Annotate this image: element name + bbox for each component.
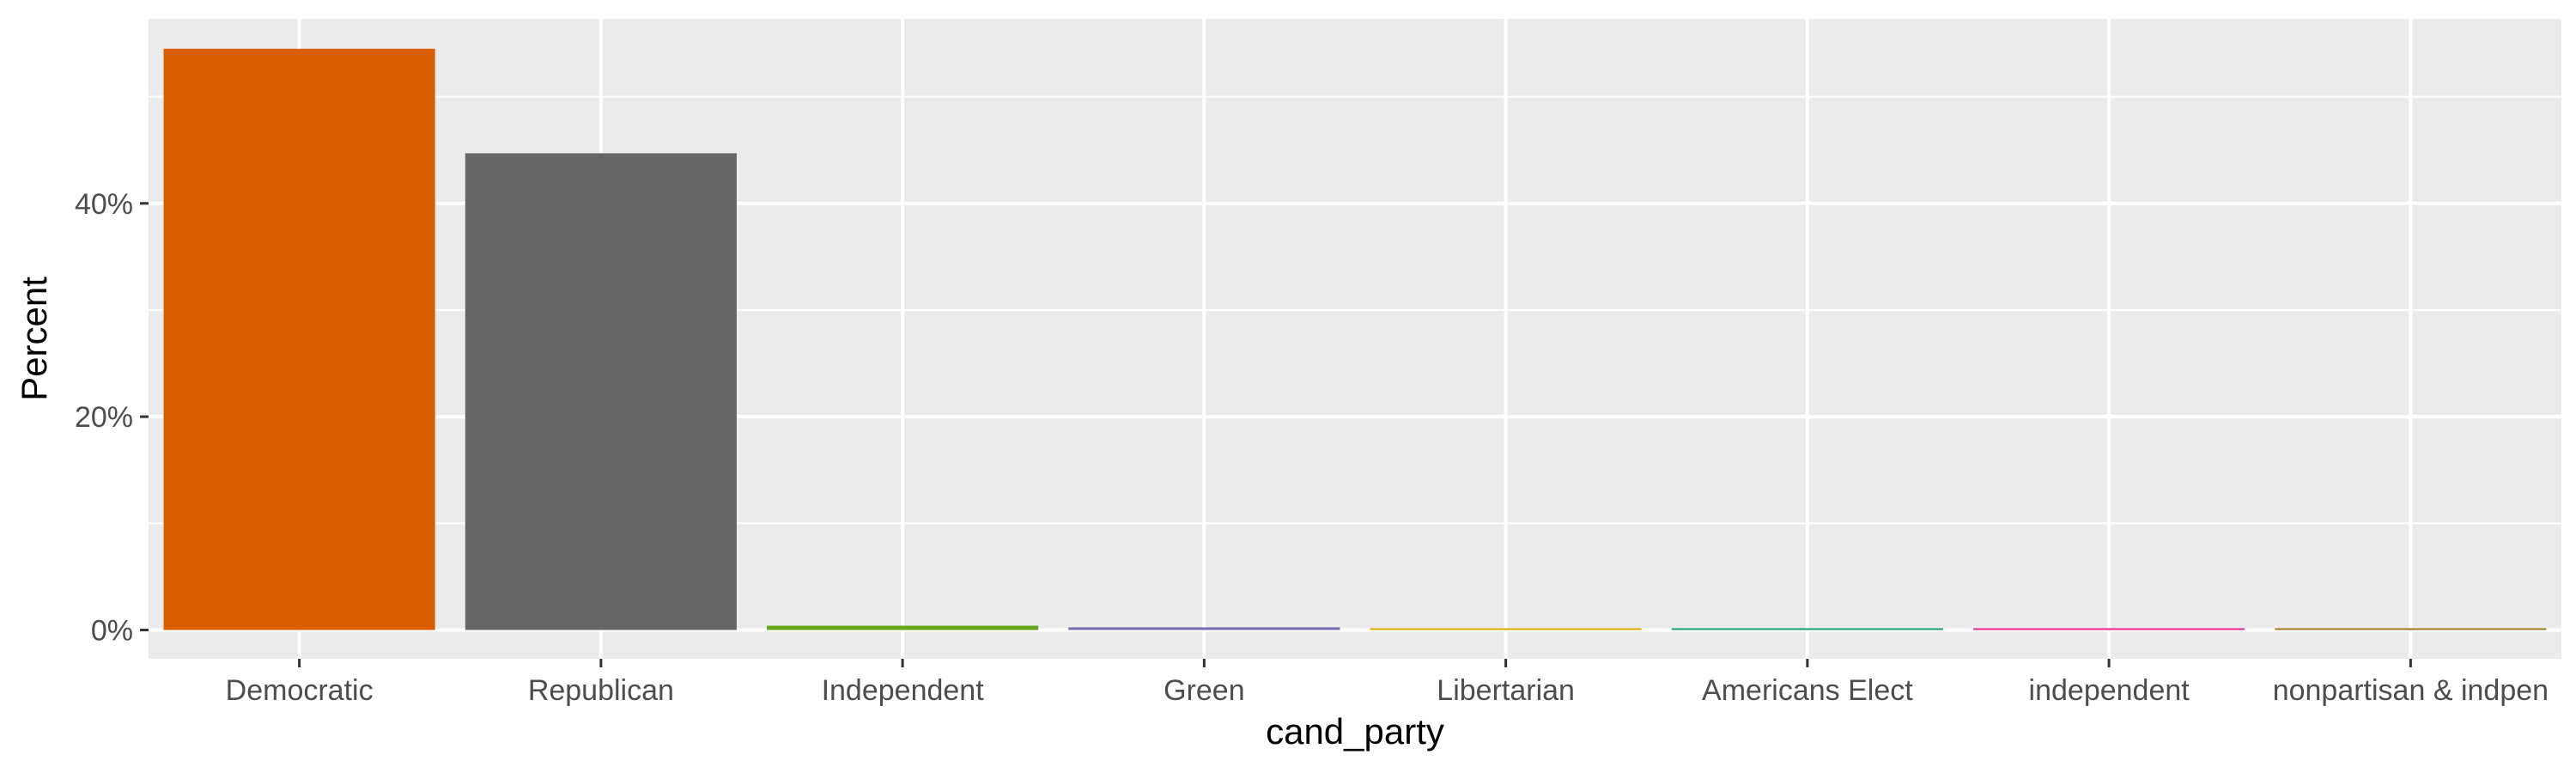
x-axis-title: cand_party: [1266, 711, 1444, 752]
x-tick-label: Green: [1163, 674, 1245, 707]
y-axis: 0% 20% 40%: [75, 188, 149, 647]
y-tick-label: 0%: [91, 614, 133, 647]
x-tick-label: Independent: [822, 674, 985, 707]
bar: [1370, 628, 1642, 630]
x-tick-label: Americans Elect: [1702, 674, 1913, 707]
bar: [1068, 627, 1340, 630]
y-tick-label: 20%: [75, 401, 133, 434]
x-tick-label: nonpartisan & indpen: [2273, 674, 2549, 707]
bar: [163, 48, 435, 630]
x-tick-label: independent: [2029, 674, 2190, 707]
y-tick-label: 40%: [75, 188, 133, 221]
x-tick-label: Republican: [528, 674, 674, 707]
bars: [163, 48, 2547, 630]
x-tick-label: Democratic: [226, 674, 374, 707]
bar: [767, 625, 1039, 630]
bar: [1973, 628, 2245, 630]
bar: [2275, 628, 2547, 630]
bar: [465, 153, 737, 630]
x-axis: Democratic Republican Independent Green Libe…: [226, 659, 2549, 707]
bar: [1671, 628, 1943, 630]
x-tick-label: Libertarian: [1437, 674, 1575, 707]
y-axis-title: Percent: [14, 277, 54, 401]
